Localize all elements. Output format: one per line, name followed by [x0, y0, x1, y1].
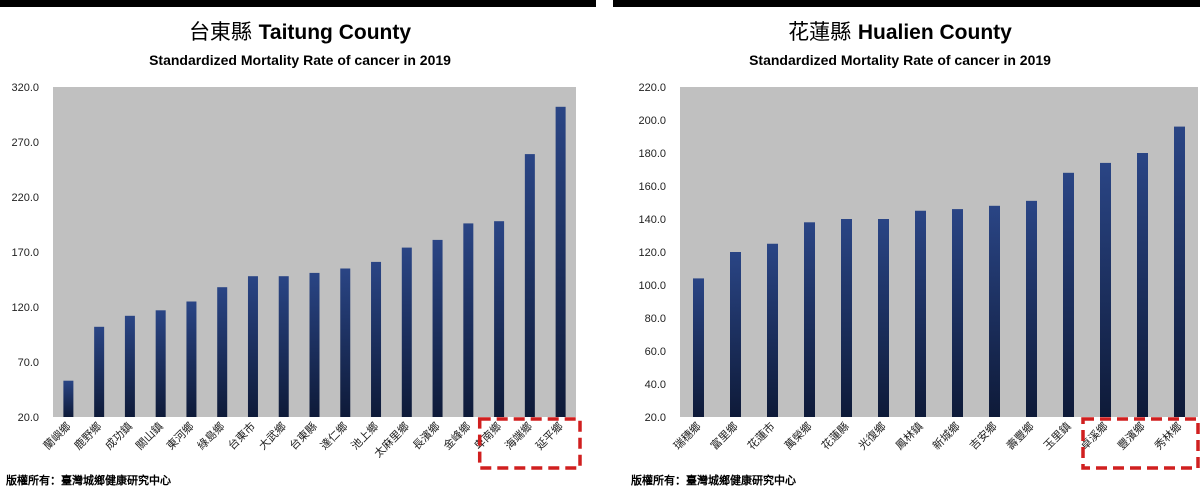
y-tick-label: 160.0 — [638, 181, 666, 193]
bar — [463, 223, 474, 417]
x-tick-label: 延平鄉 — [533, 420, 566, 453]
x-tick-label: 花蓮市 — [744, 419, 777, 452]
highlight-box — [1081, 417, 1200, 470]
hualien-bar-chart: 20.0 40.0 60.0 80.0 100.0 120.0 140.0 160.0 180.… — [638, 82, 1200, 470]
title-en: Taitung County — [258, 21, 412, 44]
x-tick-label: 關山鎮 — [133, 419, 166, 452]
x-tick-label: 卑南鄉 — [471, 419, 504, 452]
x-tick-label: 豐濱鄉 — [1114, 419, 1147, 452]
y-tick-label: 170.0 — [11, 247, 39, 259]
bar — [989, 205, 1000, 417]
title-zh: 台東縣 — [188, 20, 252, 44]
bar — [1063, 172, 1074, 417]
x-tick-label: 綠島鄉 — [194, 419, 227, 452]
bar — [94, 326, 105, 417]
x-tick-label: 花蓮縣 — [818, 419, 851, 452]
bar — [278, 276, 289, 417]
bar — [841, 219, 852, 417]
x-tick-label: 秀林鄉 — [1151, 419, 1184, 452]
plot-area — [680, 87, 1198, 417]
bar — [401, 247, 412, 417]
bar — [1100, 162, 1111, 417]
bar — [309, 272, 320, 417]
y-tick-label: 70.0 — [18, 357, 39, 369]
bar — [186, 301, 197, 417]
bar — [952, 209, 963, 417]
y-tick-label: 320.0 — [11, 82, 39, 94]
chart-title: 台東縣 Taitung County — [0, 16, 600, 46]
bar — [524, 154, 535, 417]
x-tick-label: 長濱鄉 — [409, 419, 442, 452]
y-tick-label: 220.0 — [11, 192, 39, 204]
bar — [432, 239, 443, 417]
title-zh: 花蓮縣 — [788, 20, 852, 44]
top-border-right — [613, 0, 1200, 7]
y-tick-label: 80.0 — [645, 313, 666, 325]
bar — [124, 315, 135, 417]
y-tick-label: 20.0 — [645, 412, 666, 424]
y-tick-label: 180.0 — [638, 148, 666, 160]
x-tick-label: 鹿野鄉 — [71, 419, 104, 452]
x-tick-label: 東河鄉 — [164, 420, 197, 453]
x-tick-label: 鳳林鎮 — [892, 419, 925, 452]
x-tick-label: 海端鄉 — [502, 419, 535, 452]
top-border-left — [0, 0, 596, 7]
x-tick-label: 台東市 — [225, 419, 258, 452]
highlight-box — [477, 417, 582, 470]
x-tick-label: 成功鎮 — [102, 419, 135, 452]
taitung-panel: 台東縣 Taitung County Standardized Mortalit… — [0, 16, 600, 487]
x-tick-label: 大武鄉 — [256, 419, 289, 452]
bar — [693, 278, 704, 417]
bar — [555, 106, 566, 418]
x-tick-label: 壽豐鄉 — [1003, 419, 1036, 452]
x-tick-label: 瑞穗鄉 — [670, 419, 703, 452]
y-tick-label: 20.0 — [18, 412, 39, 424]
bar — [217, 287, 228, 417]
bar — [730, 252, 741, 417]
y-tick-label: 40.0 — [645, 379, 666, 391]
x-tick-label: 新城鄉 — [929, 419, 962, 452]
x-tick-label: 富里鄉 — [707, 419, 740, 452]
bar — [1137, 153, 1148, 417]
x-tick-label: 台東縣 — [286, 419, 319, 452]
copyright-text: 版權所有：臺灣城鄉健康研究中心 — [631, 474, 796, 487]
y-tick-label: 270.0 — [11, 137, 39, 149]
x-tick-label: 達仁鄉 — [318, 420, 351, 453]
x-tick-label: 吉安鄉 — [966, 419, 999, 452]
taitung-bar-chart: 20.0 70.0 120.0 170.0 220.0 270.0 320.0 蘭嶼鄉鹿野鄉成… — [11, 82, 582, 470]
bar — [1174, 126, 1185, 417]
hualien-panel: 花蓮縣 Hualien County Standardized Mortalit… — [600, 0, 1200, 493]
bar — [915, 210, 926, 417]
y-tick-label: 140.0 — [638, 214, 666, 226]
chart-subtitle: Standardized Mortality Rate of cancer in… — [149, 52, 451, 68]
bar — [1026, 200, 1037, 417]
bar — [494, 221, 505, 417]
bar — [63, 380, 74, 417]
y-tick-label: 220.0 — [638, 82, 666, 94]
bar — [371, 261, 382, 417]
x-tick-label: 蘭嶼鄉 — [40, 419, 73, 452]
x-tick-label: 金峰鄉 — [440, 419, 473, 452]
bar — [247, 276, 258, 417]
bar — [340, 268, 351, 417]
y-tick-label: 200.0 — [638, 115, 666, 127]
y-tick-label: 60.0 — [645, 346, 666, 358]
chart-title: 花蓮縣 Hualien County — [600, 16, 1200, 46]
x-tick-label: 光復鄉 — [855, 419, 888, 452]
y-tick-label: 120.0 — [11, 302, 39, 314]
y-tick-label: 120.0 — [638, 247, 666, 259]
chart-subtitle: Standardized Mortality Rate of cancer in… — [749, 52, 1051, 68]
x-tick-label: 玉里鎮 — [1040, 419, 1073, 452]
bar — [767, 243, 778, 417]
bar — [878, 219, 889, 417]
x-tick-label: 萬榮鄉 — [781, 419, 814, 452]
bar — [155, 310, 166, 417]
copyright-text: 版權所有：臺灣城鄉健康研究中心 — [6, 474, 171, 487]
title-en: Hualien County — [857, 21, 1012, 44]
bar — [804, 222, 815, 417]
y-tick-label: 100.0 — [638, 280, 666, 292]
